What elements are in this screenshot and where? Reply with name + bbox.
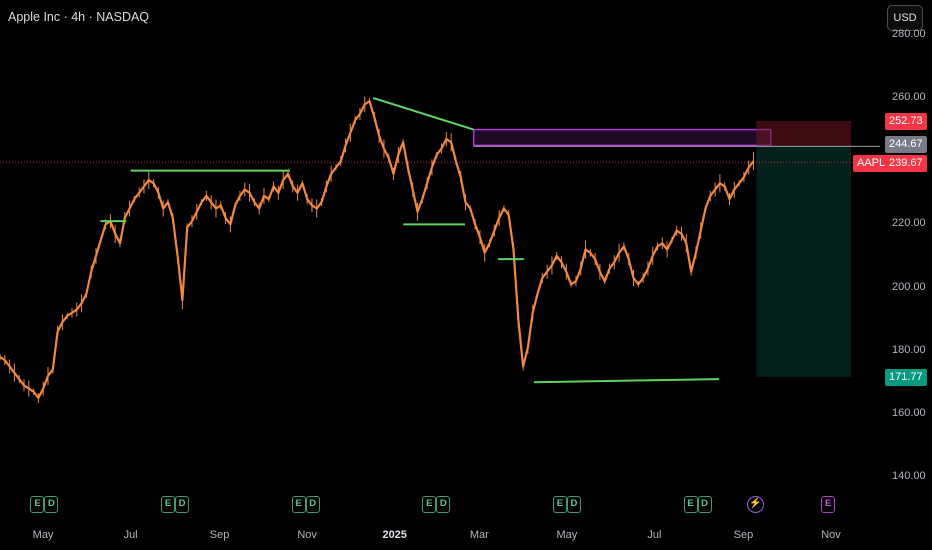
earnings-icon[interactable]: E [683,496,698,513]
supply-zone [472,128,772,147]
stop-zone [756,120,852,147]
entry-price-label: 244.67 [885,136,927,153]
price-tick-label: 140.00 [892,470,926,482]
stop-price-label: 252.73 [885,113,927,130]
earnings-icon[interactable]: E [291,496,306,513]
trendline [372,97,474,131]
chart-title: Apple Inc · 4h · NASDAQ [8,10,150,24]
upcoming-earnings-icon[interactable]: E [821,496,836,513]
earnings-icon[interactable]: E [161,496,176,513]
time-tick-label: 2025 [382,529,407,541]
target-price-label: 171.77 [885,369,927,386]
time-tick-label: May [556,529,578,541]
dividend-icon[interactable]: D [697,496,712,513]
price-tick-label: 180.00 [892,343,926,356]
symbol-label: AAPL [853,155,890,172]
dividend-icon[interactable]: D [44,496,59,513]
last-price-label: 239.67 [885,155,927,172]
price-tick-label: 260.00 [892,91,926,103]
time-tick-label: Mar [469,529,489,541]
dividend-icon[interactable]: D [566,496,581,513]
earnings-icon[interactable]: E [422,496,437,513]
price-tick-label: 200.00 [892,280,926,293]
earnings-icon[interactable]: E [552,496,567,513]
time-tick-label: May [32,529,54,541]
time-tick-label: Jul [647,529,662,541]
price-tick-label: 160.00 [892,406,926,419]
time-tick-label: Sep [733,529,754,541]
trendline [533,378,720,384]
lightning-event-icon[interactable]: ⚡ [746,496,764,513]
time-tick-label: Jul [123,529,138,541]
price-tick-label: 280.00 [892,27,926,40]
time-tick-label: Sep [209,529,230,541]
dividend-icon[interactable]: D [305,496,320,513]
currency-button[interactable]: USD [887,5,923,31]
dividend-icon[interactable]: D [175,496,190,513]
price-series [0,100,755,400]
earnings-icon[interactable]: E [30,496,45,513]
time-tick-label: Nov [821,529,841,541]
dividend-icon[interactable]: D [436,496,451,513]
price-tick-label: 220.00 [892,217,926,230]
time-tick-label: Nov [297,529,317,541]
target-zone [756,146,852,377]
